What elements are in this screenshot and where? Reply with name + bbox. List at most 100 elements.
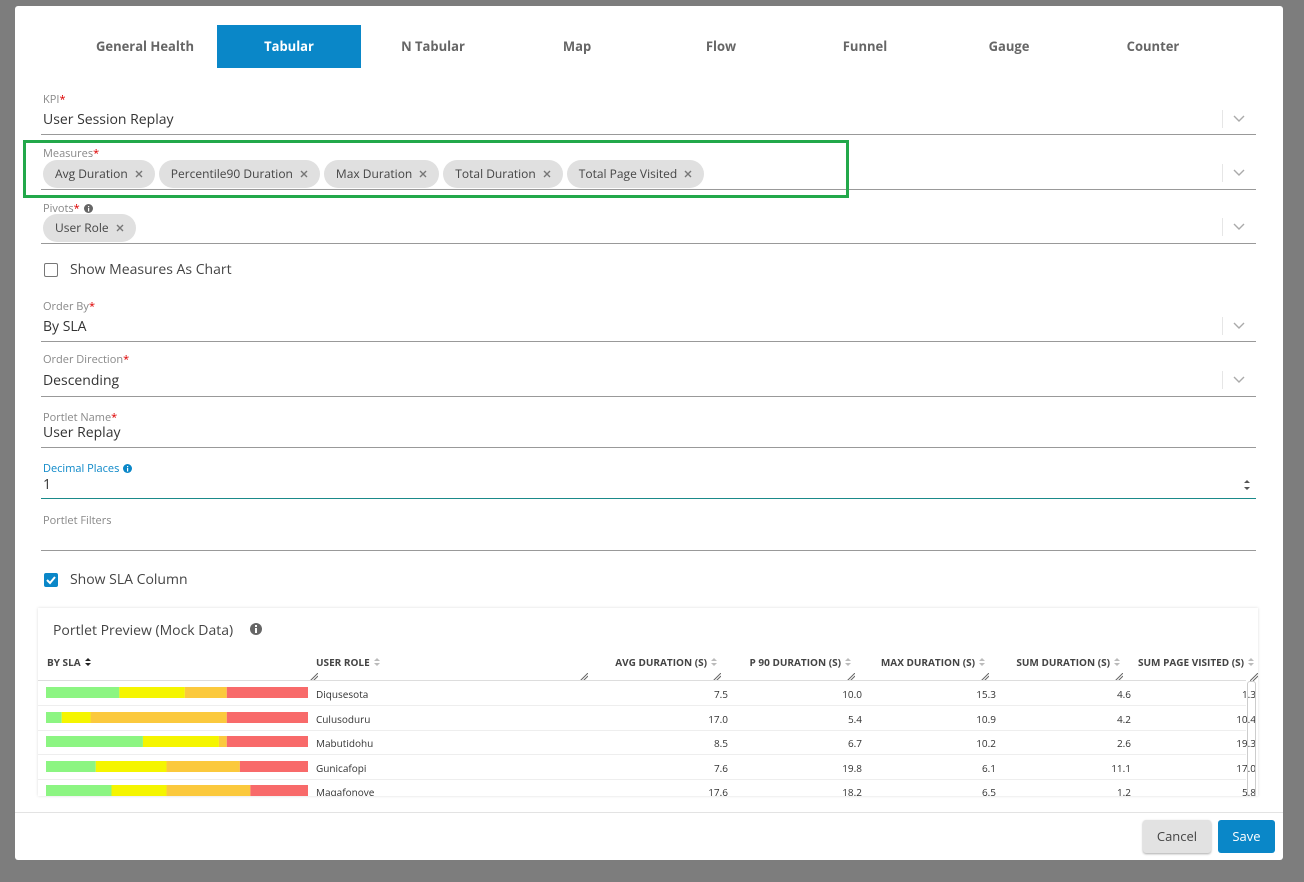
required-mark: * bbox=[111, 410, 118, 425]
underline bbox=[41, 498, 1256, 499]
table-cell: 1.2 bbox=[1116, 785, 1131, 796]
sla-segment bbox=[61, 711, 91, 723]
chip[interactable]: Avg Duration bbox=[43, 160, 155, 188]
chip[interactable]: Total Page Visited bbox=[566, 160, 705, 188]
tab[interactable]: Map bbox=[562, 37, 592, 55]
column-header[interactable]: SUM DURATION (S) bbox=[1016, 655, 1121, 670]
underline bbox=[41, 243, 1256, 244]
field-label: Order Direction* bbox=[43, 352, 129, 367]
column-header[interactable]: SUM PAGE VISITED (S) bbox=[1138, 655, 1255, 670]
tab[interactable]: N Tabular bbox=[401, 37, 465, 55]
field-label: Order By* bbox=[43, 299, 95, 314]
chip-remove[interactable] bbox=[542, 169, 552, 179]
tab[interactable]: Funnel bbox=[842, 37, 888, 55]
table-cell: 19.8 bbox=[842, 760, 862, 775]
label-text: Pivots bbox=[43, 201, 74, 216]
chip-remove[interactable] bbox=[115, 223, 125, 233]
footer-divider bbox=[15, 812, 1283, 813]
field-value[interactable]: 1 bbox=[43, 475, 52, 494]
chip-remove[interactable] bbox=[418, 169, 428, 179]
chip[interactable]: Total Duration bbox=[443, 160, 563, 188]
required-mark: * bbox=[93, 146, 100, 161]
row-divider bbox=[38, 729, 1246, 731]
sla-segment bbox=[166, 760, 240, 772]
table-cell: 10.9 bbox=[976, 711, 996, 726]
column-resizer bbox=[846, 664, 856, 682]
checkbox[interactable] bbox=[44, 263, 58, 277]
dropdown-toggle[interactable] bbox=[1221, 317, 1252, 337]
sla-segment bbox=[90, 711, 227, 723]
dropdown-toggle[interactable] bbox=[1221, 110, 1252, 130]
dropdown-toggle[interactable] bbox=[1221, 371, 1252, 391]
required-mark: * bbox=[123, 352, 130, 367]
column-resizer bbox=[1249, 664, 1258, 682]
dropdown-toggle[interactable] bbox=[1221, 218, 1252, 238]
field-label: Measures* bbox=[43, 146, 99, 161]
sla-bar bbox=[46, 711, 308, 723]
chip-list: User Role bbox=[43, 214, 136, 242]
checkbox-label: Show Measures As Chart bbox=[70, 260, 232, 279]
field-label: KPI* bbox=[43, 92, 66, 107]
column-resizer bbox=[1114, 664, 1124, 682]
info-icon bbox=[250, 623, 262, 635]
column-resizer bbox=[980, 664, 990, 682]
label-text: Decimal Places bbox=[43, 461, 120, 476]
underline bbox=[41, 396, 1256, 397]
label-text: Portlet Name bbox=[43, 410, 112, 425]
info-icon bbox=[83, 202, 93, 217]
sort-icon bbox=[1247, 656, 1255, 670]
tab[interactable]: Gauge bbox=[988, 37, 1030, 55]
chip-text: User Role bbox=[55, 219, 109, 236]
label-text: Measures bbox=[43, 146, 94, 161]
underline bbox=[41, 550, 1256, 551]
column-header[interactable]: MAX DURATION (S) bbox=[881, 655, 986, 670]
cancel-button[interactable]: Cancel bbox=[1143, 820, 1211, 853]
sla-segment bbox=[95, 760, 167, 772]
field-value[interactable]: User Replay bbox=[43, 423, 121, 442]
sla-segment bbox=[250, 785, 308, 796]
table-cell: Mabutidohu bbox=[316, 736, 374, 750]
table-cell: Culusoduru bbox=[316, 711, 371, 726]
column-header[interactable]: BY SLA bbox=[47, 655, 92, 670]
chip-remove[interactable] bbox=[299, 169, 309, 179]
label-text: Order Direction bbox=[43, 352, 124, 367]
sla-segment bbox=[111, 785, 167, 796]
sort-icon bbox=[844, 656, 852, 670]
header-text: SUM PAGE VISITED (S) bbox=[1137, 655, 1244, 669]
column-header[interactable]: P 90 DURATION (S) bbox=[750, 655, 852, 670]
column-resizer bbox=[309, 664, 319, 682]
sort-icon bbox=[84, 656, 92, 670]
underline bbox=[41, 189, 1256, 190]
chip[interactable]: Max Duration bbox=[323, 160, 440, 188]
chip[interactable]: User Role bbox=[43, 214, 136, 242]
table-cell: 19.3 bbox=[1236, 736, 1256, 750]
preview-title: Portlet Preview (Mock Data) bbox=[53, 621, 234, 640]
header-text: USER ROLE bbox=[316, 655, 370, 669]
sla-segment bbox=[226, 736, 308, 747]
tab[interactable]: Tabular bbox=[217, 25, 361, 68]
column-header[interactable]: USER ROLE bbox=[316, 655, 381, 670]
tab[interactable]: Counter bbox=[1126, 37, 1180, 55]
column-header[interactable]: AVG DURATION (S) bbox=[615, 655, 718, 670]
save-button[interactable]: Save bbox=[1218, 820, 1275, 853]
chip-remove[interactable] bbox=[683, 169, 693, 179]
header-text: BY SLA bbox=[47, 655, 81, 669]
sla-bar bbox=[46, 687, 308, 698]
field-value[interactable]: Descending bbox=[43, 371, 120, 390]
chip[interactable]: Percentile90 Duration bbox=[158, 160, 320, 188]
chip-remove[interactable] bbox=[134, 169, 144, 179]
table-cell: Gunicafopi bbox=[316, 760, 367, 775]
sla-segment bbox=[46, 687, 120, 698]
checkbox[interactable] bbox=[44, 573, 58, 587]
field-value[interactable]: By SLA bbox=[43, 317, 87, 336]
table-cell: 15.3 bbox=[976, 687, 996, 701]
chip-text: Total Page Visited bbox=[578, 165, 678, 182]
dropdown-toggle[interactable] bbox=[1221, 164, 1252, 184]
field-value[interactable]: User Session Replay bbox=[43, 110, 174, 129]
tab[interactable]: General Health bbox=[95, 37, 195, 55]
sla-segment bbox=[226, 687, 308, 698]
sla-segment bbox=[119, 687, 185, 698]
table-cell: 10.4 bbox=[1236, 711, 1256, 726]
tab[interactable]: Flow bbox=[705, 37, 737, 55]
table-cell: Maqafonove bbox=[316, 785, 375, 796]
